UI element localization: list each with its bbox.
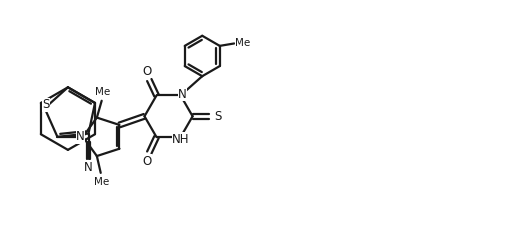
Text: O: O	[143, 155, 152, 168]
Text: NH: NH	[172, 133, 189, 145]
Text: Me: Me	[94, 177, 109, 187]
Text: N: N	[76, 130, 85, 143]
Text: S: S	[42, 98, 50, 111]
Text: S: S	[214, 110, 221, 123]
Text: Me: Me	[235, 38, 250, 48]
Text: N: N	[178, 88, 187, 101]
Text: Me: Me	[95, 87, 110, 97]
Text: N: N	[84, 161, 93, 174]
Text: O: O	[143, 65, 152, 78]
